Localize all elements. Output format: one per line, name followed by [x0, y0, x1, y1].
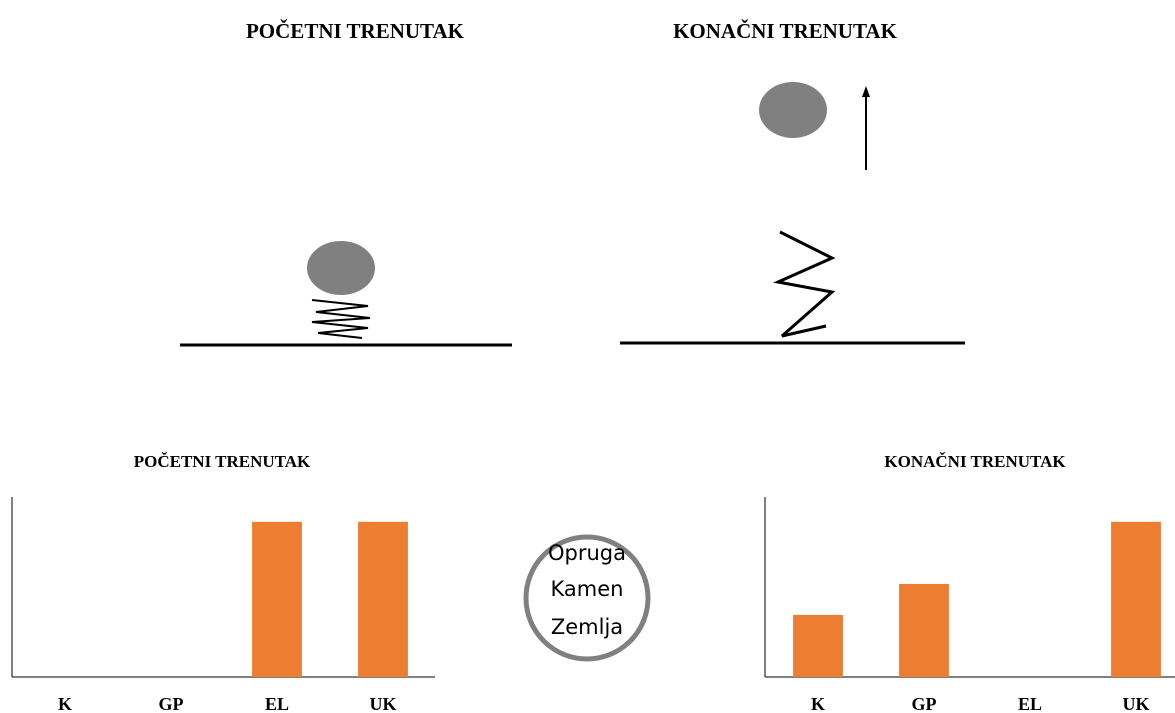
system-label: Kamen — [551, 577, 624, 601]
stone — [759, 82, 827, 138]
spring — [772, 230, 836, 338]
x-tick-label: K — [58, 694, 72, 713]
x-tick-label: K — [811, 694, 825, 713]
system-label: Opruga — [548, 541, 626, 565]
arrow-head — [862, 86, 870, 97]
x-tick-label: GP — [912, 694, 937, 713]
chart-title: POČETNI TRENUTAK — [134, 452, 311, 471]
x-tick-label: GP — [159, 694, 184, 713]
x-tick-label: UK — [370, 694, 397, 713]
bar — [358, 521, 408, 677]
bar — [899, 583, 949, 677]
bar — [1111, 521, 1161, 677]
scene-title: KONAČNI TRENUTAK — [673, 19, 897, 43]
bar — [793, 614, 843, 677]
bar — [252, 521, 302, 677]
x-tick-label: UK — [1123, 694, 1150, 713]
x-tick-label: EL — [265, 694, 289, 713]
spring — [311, 299, 371, 339]
chart-title: KONAČNI TRENUTAK — [884, 452, 1066, 471]
system-circle — [523, 534, 651, 662]
stone — [307, 241, 375, 295]
system-label: Zemlja — [551, 615, 623, 639]
scene-title: POČETNI TRENUTAK — [246, 19, 465, 43]
x-tick-label: EL — [1018, 694, 1042, 713]
